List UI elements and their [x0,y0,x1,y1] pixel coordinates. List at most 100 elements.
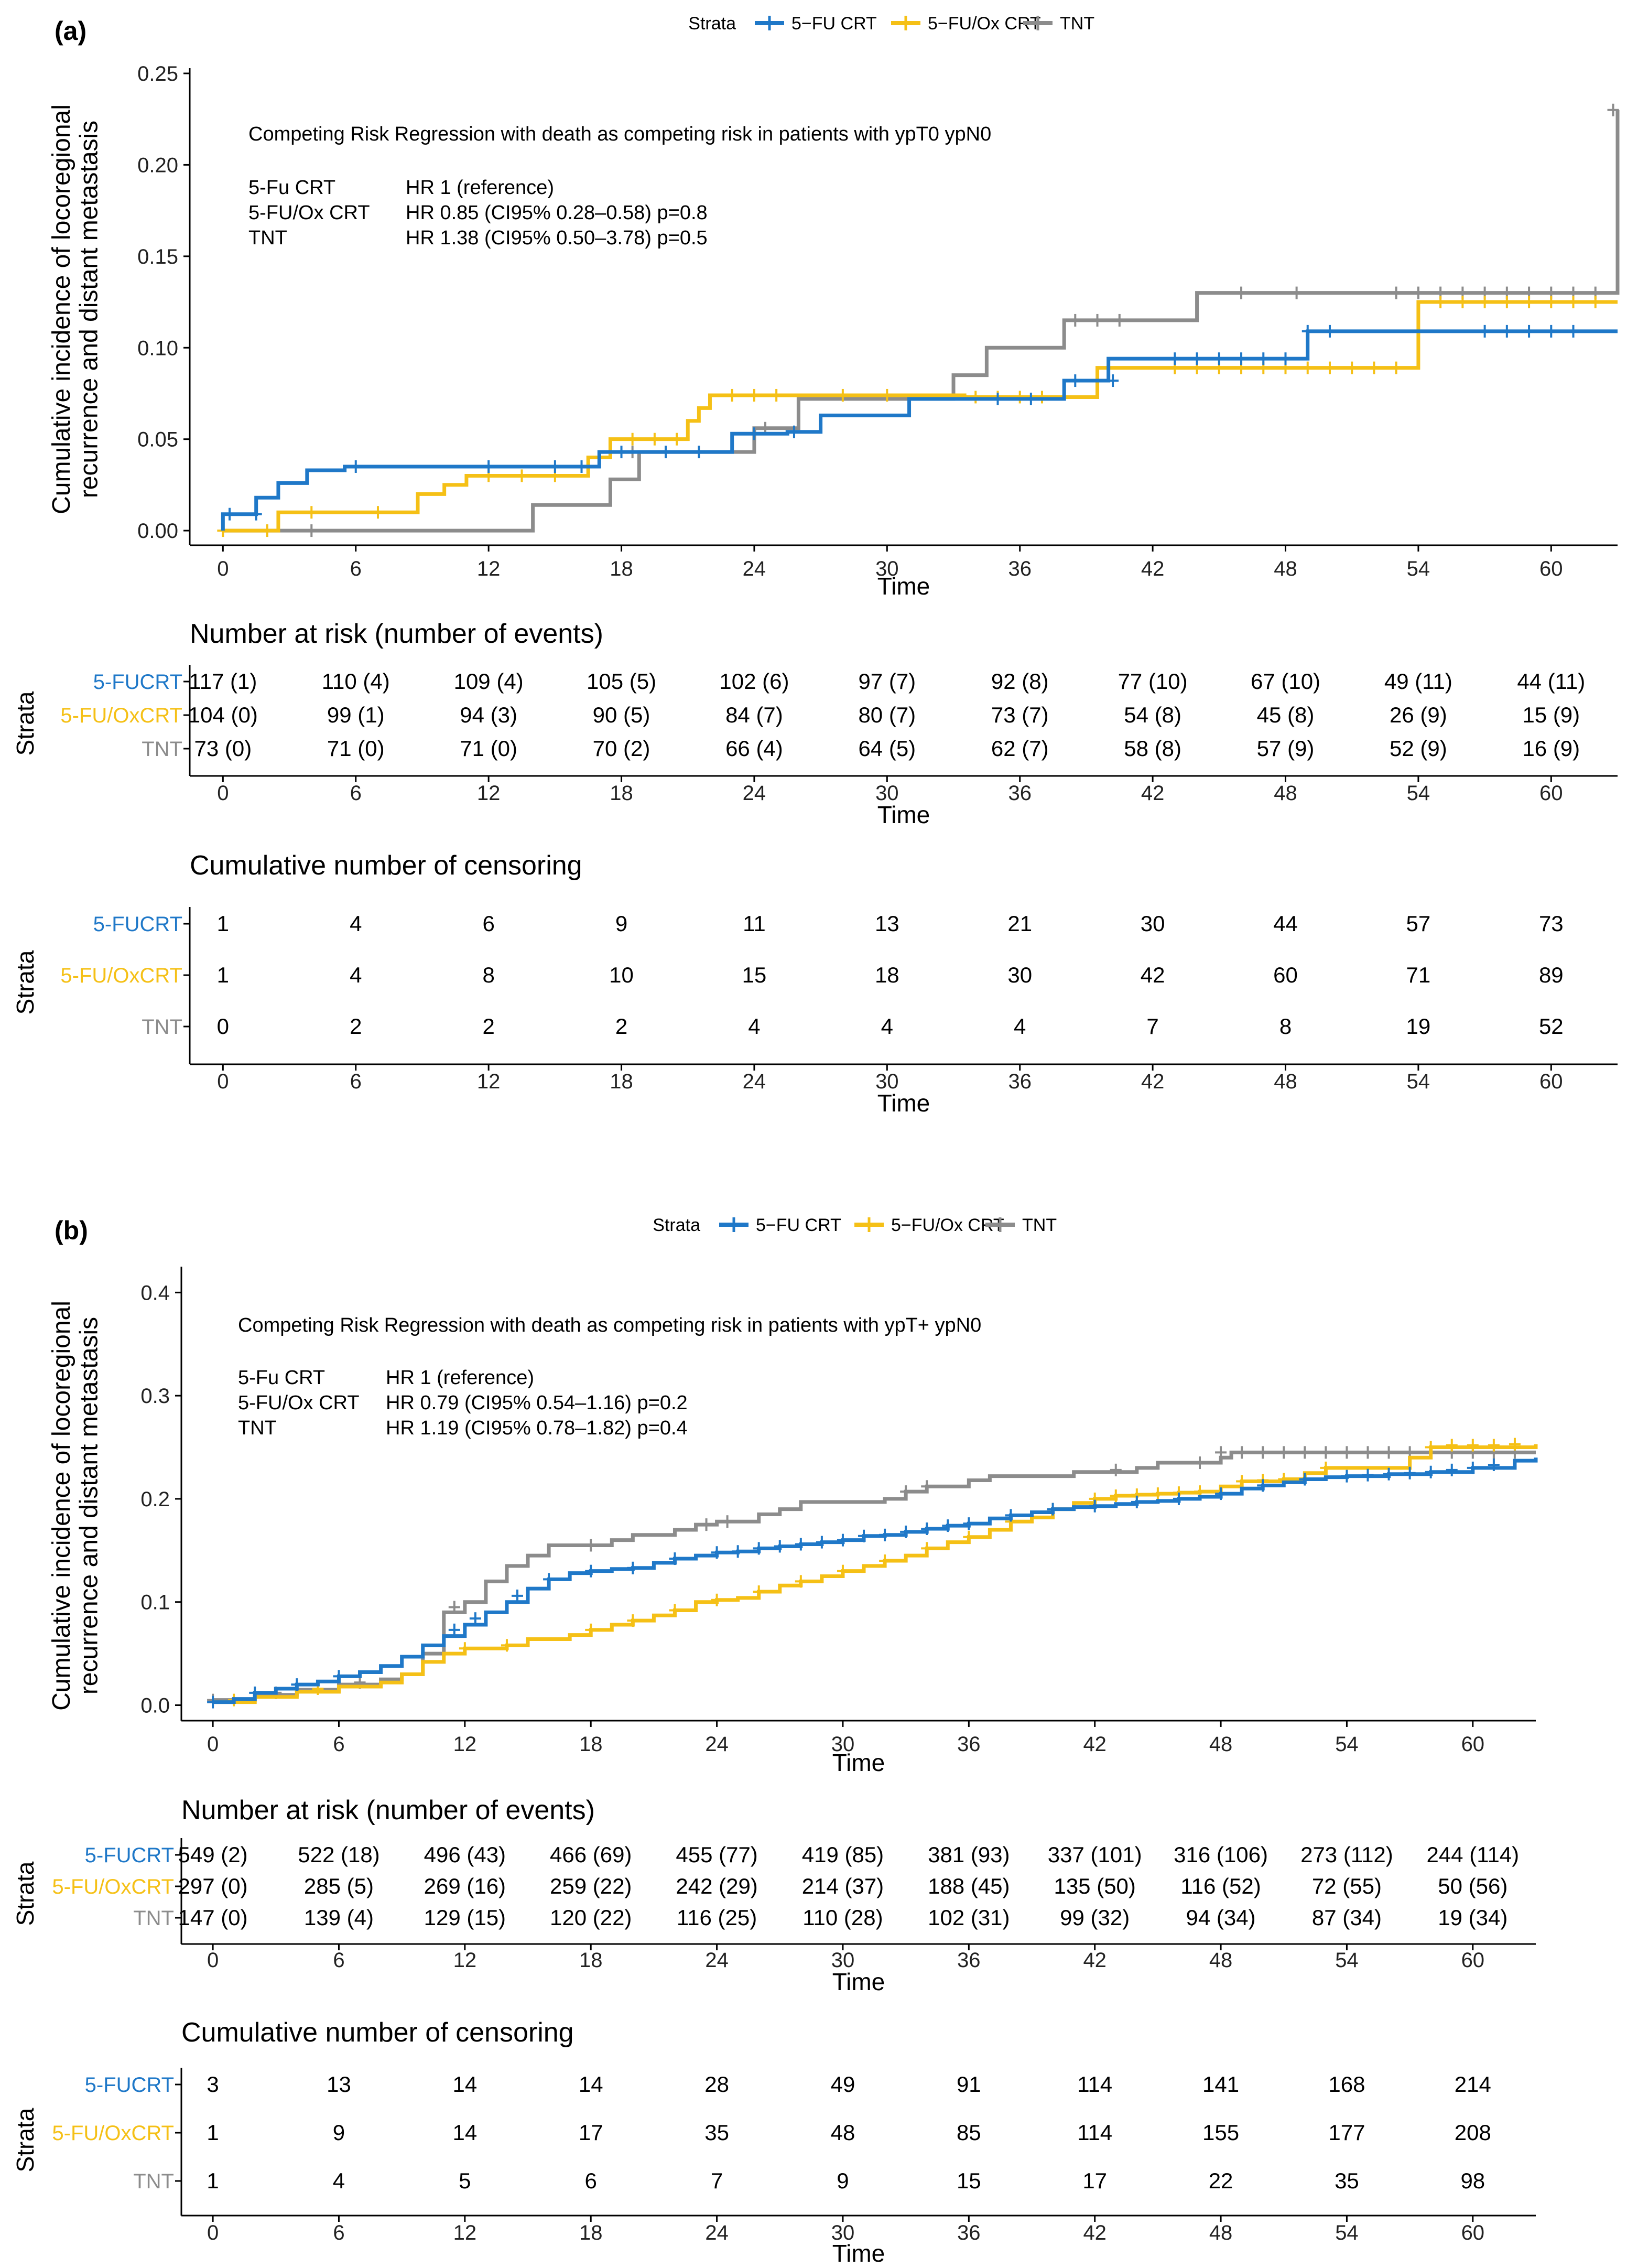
table-x-tick-label: 36 [957,1949,981,1972]
table-cell: 10 [609,963,634,987]
table-cell: 16 (9) [1522,736,1580,761]
series-line-fu [221,329,1618,531]
table-cell: 13 [327,2072,351,2097]
table-cell: 52 [1539,1014,1564,1039]
y-tick-label: 0.05 [137,428,178,451]
table-x-tick-label: 60 [1539,1070,1563,1093]
y-tick-label: 0.4 [140,1281,170,1304]
annotation-row-name: 5-Fu CRT [248,177,335,199]
table-cell: 30 [1141,911,1165,936]
x-tick-label: 30 [831,1733,855,1756]
table-cell: 316 (106) [1174,1842,1268,1867]
table-cell: 30 [1007,963,1032,987]
legend-item-fu: 5−FU CRT [791,14,877,34]
strata-label-ox: 5-FU/OxCRT [60,704,182,727]
x-tick-label: 24 [743,557,766,580]
y-tick-label: 0.1 [140,1591,170,1614]
table-x-tick-label: 48 [1274,1070,1297,1093]
table-cell: 259 (22) [550,1874,632,1898]
table-cell: 97 (7) [858,669,916,694]
legend-item-tnt: TNT [1022,1215,1057,1235]
annotation-row-name: TNT [248,227,287,249]
table-cell: 9 [615,911,627,936]
table-x-tick-label: 6 [333,2221,344,2244]
table-x-tick-label: 60 [1461,1949,1485,1972]
table-cell: 8 [482,963,494,987]
table-x-tick-label: 0 [207,2221,219,2244]
table-cell: 110 (4) [322,669,390,694]
y-axis-label: Cumulative incidence of locoregionalrecu… [48,1301,103,1711]
table-cell: 64 (5) [858,736,916,761]
strata-label-ox: 5-FU/OxCRT [52,2122,174,2145]
x-tick-label: 18 [610,557,633,580]
strata-label-ox: 5-FU/OxCRT [60,964,182,987]
strata-axis-label: Strata [12,950,39,1014]
table-cell: 2 [482,1014,494,1039]
table-x-tick-label: 6 [350,1070,362,1093]
table-x-tick-label: 24 [743,782,766,805]
table-cell: 94 (3) [460,703,517,727]
series-line-ox [223,300,1618,533]
table-cell: 52 (9) [1390,736,1447,761]
table-x-tick-label: 42 [1083,2221,1107,2244]
table-x-tick-label: 30 [831,1949,855,1972]
x-tick-label: 48 [1274,557,1297,580]
table-cell: 85 [957,2120,981,2145]
table-cell: 3 [207,2072,219,2097]
table-cell: 71 (0) [460,736,517,761]
y-tick-label: 0.3 [140,1385,170,1408]
table-cell: 15 [742,963,767,987]
table-x-tick-label: 30 [875,782,899,805]
table-cell: 114 [1077,2072,1112,2097]
table-x-tick-label: 36 [957,2221,981,2244]
table-x-tick-label: 30 [831,2221,855,2244]
table-x-tick-label: 6 [350,782,362,805]
plot-axes: 0.00 0.05 0.10 0.15 0.20 0.25 0 6 12 18 24 30 36 42 48… [48,62,1618,600]
x-axis-label: Time [877,573,930,600]
table-cell: 337 (101) [1048,1842,1142,1867]
table-cell: 2 [615,1014,627,1039]
table-x-tick-label: 18 [579,1949,603,1972]
series-tnt [207,1446,1536,1707]
y-tick-label: 0.2 [140,1488,170,1511]
table-cell: 28 [704,2072,729,2097]
table-cell: 44 [1273,911,1298,936]
table-cell: 297 (0) [178,1874,248,1898]
table-cell: 90 (5) [593,703,650,727]
table-cell: 2 [350,1014,362,1039]
table-cell: 22 [1209,2168,1233,2193]
y-tick-label: 0.15 [137,245,178,268]
plot-axes: 0.0 0.1 0.2 0.3 0.4 0 6 12 18 24 30 36 42 48 54 60 Time C… [48,1267,1536,1776]
table-cell: 114 [1077,2120,1112,2145]
strata-label-tnt: TNT [142,738,182,761]
table-cell: 1 [217,911,229,936]
table-cell: 44 (11) [1517,669,1585,694]
annotation-row-hr: HR 1 (reference) [386,1367,534,1389]
x-axis-label: Time [832,1749,885,1776]
table-cell: 6 [482,911,494,936]
annotation-row-name: 5-FU/Ox CRT [248,202,370,224]
table-cell: 116 (52) [1180,1874,1261,1898]
table-cell: 60 [1273,963,1298,987]
strata-label-fu: 5-FUCRT [85,1844,174,1867]
table-cell: 17 [579,2120,603,2145]
risk-table-title: Number at risk (number of events) [181,1795,595,1826]
table-cell: 91 [957,2072,981,2097]
table-cell: 94 (34) [1186,1905,1256,1930]
panel-a: (a) Strata 5−FU CRT 5−FU/Ox CRT TNT0.000.050… [12,14,1620,1117]
x-tick-label: 6 [350,557,362,580]
table-cell: 6 [585,2168,597,2193]
series-ox [213,1438,1538,1707]
legend: Strata 5−FU CRT 5−FU/Ox CRT TNT [688,14,1094,34]
x-tick-label: 54 [1407,557,1430,580]
x-tick-label: 42 [1083,1733,1107,1756]
strata-label-ox: 5-FU/OxCRT [52,1875,174,1898]
table-cell: 177 [1328,2120,1365,2145]
table-cell: 419 (85) [802,1842,884,1867]
table-x-axis-label: Time [832,2240,885,2267]
table-x-tick-label: 42 [1141,782,1165,805]
table-cell: 49 [831,2072,855,2097]
x-tick-label: 60 [1461,1733,1485,1756]
series-line-tnt [213,1450,1536,1702]
